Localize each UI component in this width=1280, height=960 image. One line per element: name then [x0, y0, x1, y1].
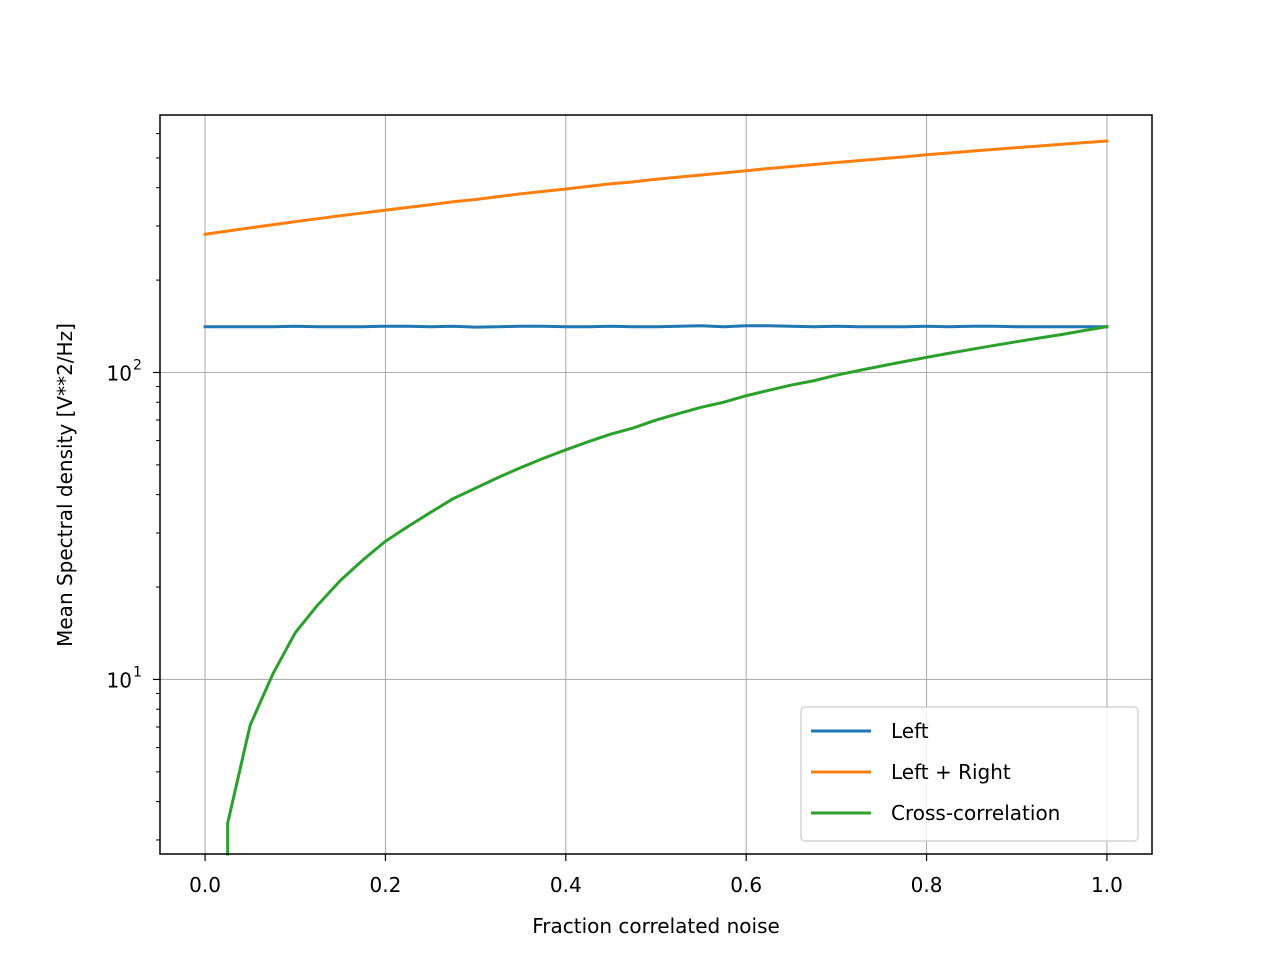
x-tick-label: 0.6 [730, 873, 762, 897]
y-tick-label: 10 [107, 668, 132, 692]
legend-box [800, 706, 1139, 842]
y-tick-label: 10 [107, 361, 132, 385]
legend: Left Left + Right Cross-correlation [800, 706, 1139, 842]
series-line-left [203, 324, 1109, 329]
x-ticks: 0.0 0.2 0.4 0.6 0.8 1.0 [189, 854, 1123, 897]
legend-label-cross-correlation: Cross-correlation [891, 801, 1060, 825]
x-axis-label: Fraction correlated noise [532, 914, 780, 938]
y-tick-exponent: 2 [133, 357, 142, 373]
x-tick-label: 0.0 [189, 873, 221, 897]
x-tick-label: 0.2 [370, 873, 402, 897]
legend-label-left-plus-right: Left + Right [891, 760, 1011, 784]
x-tick-label: 0.4 [550, 873, 582, 897]
grid [160, 115, 1152, 854]
x-tick-label: 0.8 [911, 873, 943, 897]
plot-frame [159, 114, 1153, 855]
series-line-left-right [203, 139, 1109, 236]
x-tick-label: 1.0 [1091, 873, 1123, 897]
y-tick-exponent: 1 [133, 664, 142, 680]
legend-label-left: Left [891, 719, 929, 743]
series-lines [203, 139, 1109, 856]
series-line-cross-correlation [226, 324, 1109, 856]
y-axis-label: Mean Spectral density [V**2/Hz] [53, 323, 77, 647]
